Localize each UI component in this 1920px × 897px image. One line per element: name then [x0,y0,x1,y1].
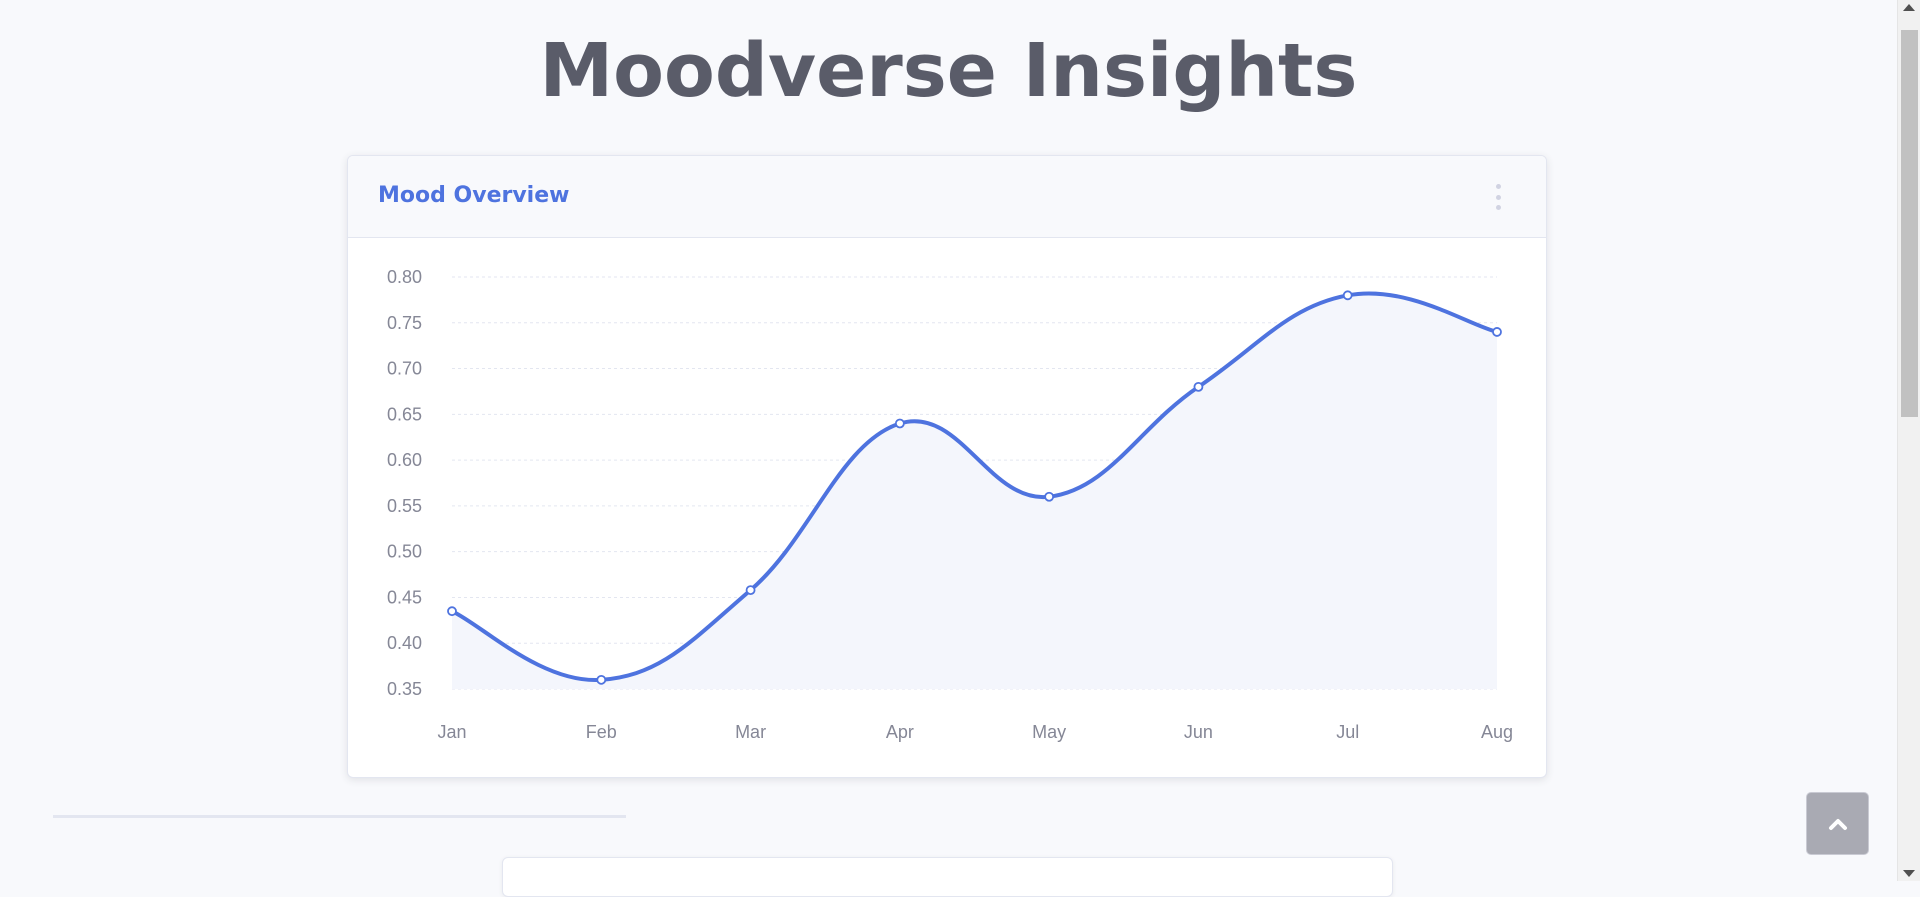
y-tick-label: 0.70 [387,359,422,379]
data-point [447,606,457,617]
card-header: Mood Overview [348,156,1546,238]
data-point [1193,381,1204,392]
data-point [1492,327,1502,337]
y-tick-label: 0.60 [387,450,422,470]
series-area [452,293,1497,689]
x-tick-label: Mar [735,722,766,742]
data-point [1044,491,1055,502]
x-tick-label: Apr [886,722,914,742]
chevron-up-icon [1828,818,1847,830]
x-tick-label: May [1032,722,1066,742]
y-tick-label: 0.35 [387,679,422,699]
kebab-menu-icon[interactable] [1492,184,1504,210]
y-tick-label: 0.45 [387,587,422,607]
card-title: Mood Overview [378,183,570,208]
scroll-up-arrow-icon[interactable] [1903,4,1915,11]
data-point [596,674,607,685]
next-card [502,857,1393,897]
section-divider [53,815,626,818]
scroll-down-arrow-icon[interactable] [1903,870,1915,877]
x-tick-label: Jul [1336,722,1359,742]
kebab-dot [1495,205,1501,210]
y-tick-label: 0.75 [387,313,422,333]
y-tick-label: 0.40 [387,633,422,653]
kebab-dot [1495,194,1501,200]
y-tick-label: 0.65 [387,404,422,424]
y-tick-label: 0.55 [387,496,422,516]
kebab-dot [1495,184,1501,189]
x-tick-label: Jan [437,722,466,742]
mood-chart: 0.35 0.40 0.45 0.50 0.55 0.60 0.65 0.70 0.75 0.80… [348,238,1546,777]
data-point [894,418,905,429]
x-tick-label: Feb [586,722,617,742]
mood-overview-card: Mood Overview 0.35 0.40 0.45 0.50 0.55 0.60 0.… [347,155,1547,778]
y-tick-label: 0.50 [387,542,422,562]
x-tick-label: Aug [1481,722,1513,742]
data-point [1342,290,1353,301]
mood-line-chart: 0.35 0.40 0.45 0.50 0.55 0.60 0.65 0.70 0.75 0.80… [387,267,1513,742]
page-scrollbar[interactable] [1897,0,1920,881]
y-tick-label: 0.80 [387,267,422,287]
x-tick-label: Jun [1184,722,1213,742]
series-line [450,291,1499,682]
page-title: Moodverse Insights [539,28,1358,114]
scroll-thumb[interactable] [1901,30,1918,417]
scroll-to-top-button[interactable] [1806,792,1869,855]
data-point [745,585,756,596]
